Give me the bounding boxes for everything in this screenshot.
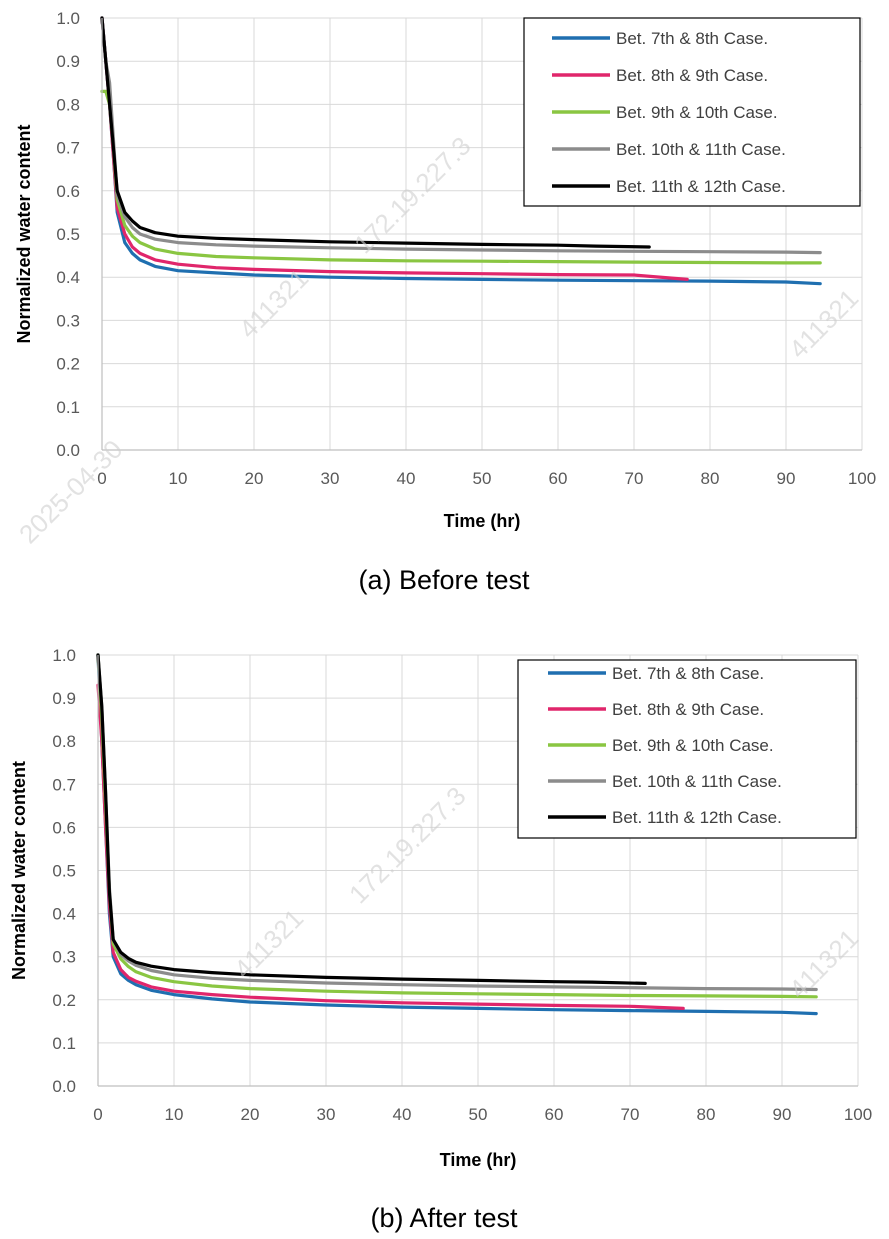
x-tick-label: 0 [97, 469, 106, 488]
x-tick-label: 60 [545, 1105, 564, 1124]
x-tick-label: 100 [848, 469, 876, 488]
x-tick-label: 40 [397, 469, 416, 488]
x-tick-label: 50 [469, 1105, 488, 1124]
y-tick-label: 0.9 [52, 689, 76, 708]
y-tick-label: 0.6 [56, 182, 80, 201]
y-tick-label: 0.6 [52, 818, 76, 837]
y-tick-label: 0.0 [52, 1077, 76, 1096]
y-tick-label: 1.0 [56, 9, 80, 28]
legend-label: Bet. 7th & 8th Case. [612, 664, 764, 683]
x-axis-title: Time (hr) [440, 1150, 517, 1170]
x-tick-label: 70 [625, 469, 644, 488]
series-lines [100, 16, 822, 286]
caption-before-test: (a) Before test [358, 565, 530, 595]
x-tick-label: 50 [473, 469, 492, 488]
y-tick-label: 0.2 [56, 355, 80, 374]
y-tick-label: 0.9 [56, 52, 80, 71]
x-tick-label: 100 [844, 1105, 872, 1124]
x-tick-label: 10 [165, 1105, 184, 1124]
y-tick-label: 0.3 [56, 311, 80, 330]
legend-box [517, 659, 857, 839]
series-lines [96, 653, 818, 1016]
x-tick-label: 40 [393, 1105, 412, 1124]
watermark-ip: 172.19.227.3 [343, 781, 472, 910]
legend-label: Bet. 10th & 11th Case. [612, 772, 782, 791]
y-tick-label: 0.2 [52, 991, 76, 1010]
y-tick-label: 0.4 [56, 268, 80, 287]
x-tick-label: 20 [241, 1105, 260, 1124]
tick-labels: 0.0 0.1 0.2 0.3 0.4 0.5 0.6 0.7 0.8 0.9 1.0 0 10 20 30… [56, 9, 876, 488]
y-tick-label: 0.3 [52, 948, 76, 967]
x-tick-label: 80 [701, 469, 720, 488]
x-tick-label: 20 [245, 469, 264, 488]
watermark-id: 411321 [783, 283, 864, 364]
y-tick-label: 0.4 [52, 905, 76, 924]
legend-label: Bet. 11th & 12th Case. [616, 177, 786, 196]
legend-label: Bet. 8th & 9th Case. [612, 700, 764, 719]
y-tick-label: 0.8 [56, 95, 80, 114]
legend-label: Bet. 9th & 10th Case. [616, 103, 778, 122]
y-tick-label: 0.0 [56, 441, 80, 460]
watermark-ip: 172.19.227.3 [348, 131, 477, 260]
legend: Bet. 7th & 8th Case. Bet. 8th & 9th Case.… [517, 659, 857, 839]
x-tick-label: 0 [93, 1105, 102, 1124]
legend-label: Bet. 8th & 9th Case. [616, 66, 768, 85]
series-line [96, 653, 647, 985]
series-line [100, 16, 651, 249]
watermark-id: 411321 [228, 903, 309, 984]
tick-labels: 0.0 0.1 0.2 0.3 0.4 0.5 0.6 0.7 0.8 0.9 1.0 0 10 20 30… [52, 646, 872, 1124]
legend-label: Bet. 10th & 11th Case. [616, 140, 786, 159]
y-tick-label: 0.7 [52, 775, 76, 794]
watermark-id: 411321 [783, 923, 864, 1004]
caption-after-test: (b) After test [370, 1203, 518, 1233]
y-axis-title: Normalized water content [14, 124, 34, 343]
x-tick-label: 80 [697, 1105, 716, 1124]
chart-before-test: 0.0 0.1 0.2 0.3 0.4 0.5 0.6 0.7 0.8 0.9 1.0 0 10 20 30… [14, 9, 876, 531]
x-tick-label: 30 [321, 469, 340, 488]
y-tick-label: 0.7 [56, 139, 80, 158]
y-tick-label: 0.1 [52, 1034, 76, 1053]
legend-label: Bet. 7th & 8th Case. [616, 29, 768, 48]
x-tick-label: 90 [777, 469, 796, 488]
y-tick-label: 0.1 [56, 398, 80, 417]
y-axis-title: Normalized water content [9, 761, 29, 980]
x-tick-label: 70 [621, 1105, 640, 1124]
legend-label: Bet. 11th & 12th Case. [612, 808, 782, 827]
x-axis-title: Time (hr) [444, 511, 521, 531]
y-tick-label: 0.8 [52, 732, 76, 751]
y-tick-label: 0.5 [52, 862, 76, 881]
y-tick-label: 0.5 [56, 225, 80, 244]
chart-after-test: 0.0 0.1 0.2 0.3 0.4 0.5 0.6 0.7 0.8 0.9 1.0 0 10 20 30… [9, 646, 872, 1170]
legend-label: Bet. 9th & 10th Case. [612, 736, 774, 755]
x-tick-label: 60 [549, 469, 568, 488]
x-tick-label: 30 [317, 1105, 336, 1124]
x-tick-label: 10 [169, 469, 188, 488]
y-tick-label: 1.0 [52, 646, 76, 665]
legend: Bet. 7th & 8th Case. Bet. 8th & 9th Case.… [523, 17, 861, 207]
x-tick-label: 90 [773, 1105, 792, 1124]
